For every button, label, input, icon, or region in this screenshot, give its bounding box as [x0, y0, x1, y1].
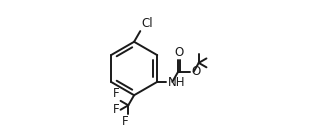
Text: NH: NH — [168, 76, 185, 89]
Text: O: O — [191, 65, 200, 78]
Text: F: F — [113, 87, 120, 100]
Text: O: O — [174, 46, 183, 59]
Text: Cl: Cl — [141, 17, 152, 30]
Text: F: F — [113, 103, 119, 116]
Text: F: F — [122, 115, 128, 128]
